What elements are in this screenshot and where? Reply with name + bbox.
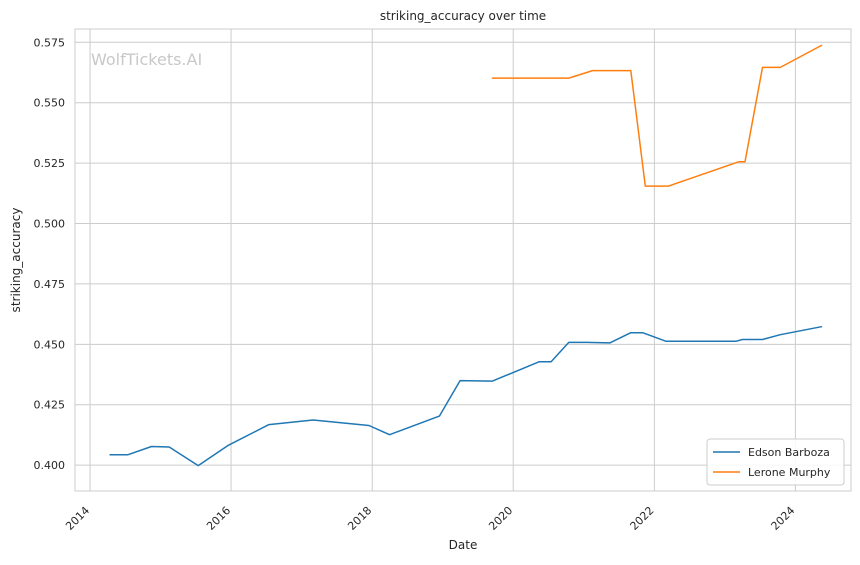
series-line-lerone-murphy (491, 44, 823, 187)
series-layer (109, 44, 823, 467)
tick-labels: 0.400 0.425 0.450 0.475 0.500 0.525 0.550 0.575… (34, 36, 798, 533)
legend-label-edson-barboza: Edson Barboza (748, 446, 830, 459)
y-axis-label: striking_accuracy (9, 208, 23, 313)
y-tick-label: 0.525 (34, 157, 66, 170)
chart-title: striking_accuracy over time (380, 9, 546, 23)
y-tick-label: 0.450 (34, 338, 66, 351)
x-tick-label: 2020 (486, 504, 515, 533)
y-tick-label: 0.500 (34, 218, 66, 231)
x-tick-label: 2014 (63, 504, 92, 533)
y-tick-label: 0.575 (34, 36, 66, 49)
plot-frame (74, 28, 852, 492)
x-tick-label: 2018 (345, 504, 374, 533)
legend: Edson Barboza Lerone Murphy (706, 438, 845, 486)
y-tick-label: 0.550 (34, 97, 66, 110)
plot-area (75, 29, 851, 491)
legend-box (706, 438, 845, 486)
x-tick-label: 2022 (628, 504, 657, 533)
x-tick-label: 2016 (204, 504, 233, 533)
y-tick-label: 0.475 (34, 278, 66, 291)
series-line-edson-barboza (109, 325, 823, 467)
x-axis-label: Date (449, 538, 478, 552)
grid (75, 29, 851, 491)
x-tick-label: 2024 (769, 504, 798, 533)
y-tick-label: 0.425 (34, 399, 66, 412)
legend-label-lerone-murphy: Lerone Murphy (748, 466, 831, 479)
y-tick-label: 0.400 (34, 459, 66, 472)
watermark: WolfTickets.AI (91, 50, 202, 69)
